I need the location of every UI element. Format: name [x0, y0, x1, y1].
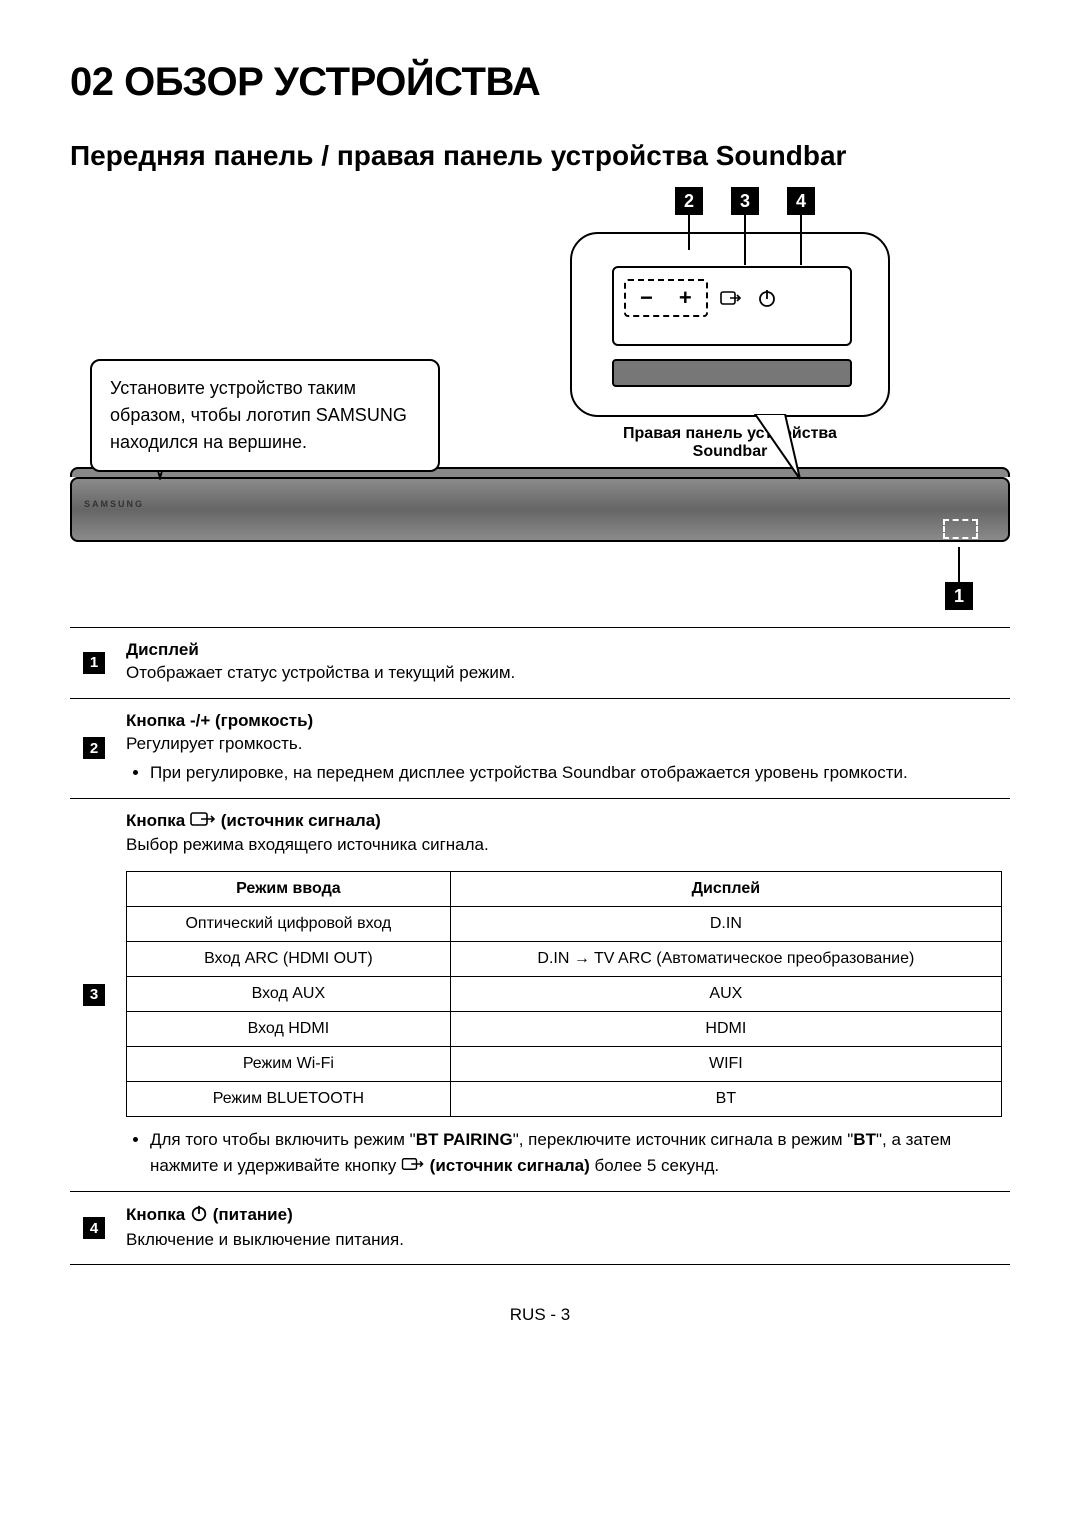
table-row: 4 Кнопка (питание) Включение и выключени… — [70, 1191, 1010, 1265]
table-row: 2 Кнопка -/+ (громкость) Регулирует гром… — [70, 698, 1010, 798]
item-title: Кнопка (источник сигнала) — [126, 811, 1002, 832]
callout-2: 2 — [675, 187, 703, 215]
title-suffix: (источник сигнала) — [221, 811, 381, 830]
cell: Режим BLUETOOTH — [127, 1082, 451, 1117]
mode-table: Режим ввода Дисплей Оптический цифровой … — [126, 871, 1002, 1117]
minus-icon: − — [640, 285, 653, 311]
mode-row: Режим BLUETOOTHBT — [127, 1082, 1002, 1117]
fp2: ", переключите источник сигнала в режим … — [513, 1130, 854, 1149]
subsection-heading: Передняя панель / правая панель устройст… — [70, 140, 1010, 172]
fb1: BT PAIRING — [416, 1130, 513, 1149]
bullet-item: При регулировке, на переднем дисплее уст… — [150, 760, 1002, 786]
bullet-list: При регулировке, на переднем дисплее уст… — [126, 760, 1002, 786]
power-icon — [754, 285, 780, 311]
section-heading: 02 ОБЗОР УСТРОЙСТВА — [70, 60, 1010, 105]
bullet-list: Для того чтобы включить режим "BT PAIRIN… — [126, 1127, 1002, 1179]
power-icon — [190, 1204, 208, 1227]
soundbar-illustration: SAMSUNG — [70, 477, 1010, 562]
item-title: Кнопка (питание) — [126, 1204, 1002, 1227]
section-number: 02 — [70, 60, 114, 104]
side-panel-illustration: − + — [570, 232, 890, 417]
mode-row: Режим Wi-FiWIFI — [127, 1047, 1002, 1082]
title-suffix: (питание) — [213, 1205, 293, 1224]
mode-row: Оптический цифровой входD.IN — [127, 907, 1002, 942]
side-panel-pointer — [750, 414, 810, 484]
cell: BT — [450, 1082, 1001, 1117]
installation-tooltip: Установите устройство таким образом, что… — [90, 359, 440, 472]
item-desc: Выбор режима входящего источника сигнала… — [126, 832, 1002, 858]
cell: D.IN → TV ARC (Автоматическое преобразов… — [450, 942, 1001, 977]
side-panel-label: Правая панель устройства Soundbar — [600, 425, 860, 461]
panel-base — [612, 359, 852, 387]
table-row: 3 Кнопка (источник сигнала) Выбор режима… — [70, 798, 1010, 1191]
mode-row: Вход AUXAUX — [127, 977, 1002, 1012]
section-title: ОБЗОР УСТРОЙСТВА — [124, 60, 540, 104]
title-prefix: Кнопка — [126, 811, 185, 830]
row-num: 2 — [83, 737, 105, 759]
item-desc: Включение и выключение питания. — [126, 1227, 1002, 1253]
row-num: 1 — [83, 652, 105, 674]
mode-table-header: Режим ввода Дисплей — [127, 872, 1002, 907]
source-icon — [718, 285, 744, 311]
callout-1: 1 — [945, 582, 973, 610]
item-desc: Регулирует громкость. — [126, 731, 1002, 757]
cell: AUX — [450, 977, 1001, 1012]
cell: D.IN — [450, 907, 1001, 942]
fb2: BT — [853, 1130, 876, 1149]
item-desc: Отображает статус устройства и текущий р… — [126, 660, 1002, 686]
top-callouts: 2 3 4 — [675, 187, 815, 215]
title-prefix: Кнопка — [126, 1205, 185, 1224]
buttons-row: − + — [624, 279, 780, 317]
cell: Вход ARC (HDMI OUT) — [127, 942, 451, 977]
item-title: Дисплей — [126, 640, 1002, 660]
device-diagram: 2 3 4 − + Правая панель устройства Sound… — [70, 187, 1010, 607]
callout-4: 4 — [787, 187, 815, 215]
callout-line — [958, 547, 960, 582]
callout-3: 3 — [731, 187, 759, 215]
fp4: более 5 секунд. — [590, 1156, 719, 1175]
page-footer: RUS - 3 — [70, 1305, 1010, 1325]
volume-buttons: − + — [624, 279, 708, 317]
col-header: Дисплей — [450, 872, 1001, 907]
item-title: Кнопка -/+ (громкость) — [126, 711, 1002, 731]
table-row: 1 Дисплей Отображает статус устройства и… — [70, 628, 1010, 699]
source-icon — [190, 811, 216, 832]
soundbar-body: SAMSUNG — [70, 477, 1010, 542]
cell: Вход AUX — [127, 977, 451, 1012]
source-icon — [401, 1153, 425, 1179]
cell: Оптический цифровой вход — [127, 907, 451, 942]
fb3: (источник сигнала) — [430, 1156, 590, 1175]
callout-1-container: 1 — [945, 582, 973, 610]
samsung-logo: SAMSUNG — [84, 499, 144, 509]
cell: WIFI — [450, 1047, 1001, 1082]
mode-row: Вход HDMIHDMI — [127, 1012, 1002, 1047]
bullet-item: Для того чтобы включить режим "BT PAIRIN… — [150, 1127, 1002, 1179]
cell: HDMI — [450, 1012, 1001, 1047]
details-table: 1 Дисплей Отображает статус устройства и… — [70, 627, 1010, 1265]
col-header: Режим ввода — [127, 872, 451, 907]
row-num: 4 — [83, 1217, 105, 1239]
fp1: Для того чтобы включить режим " — [150, 1130, 416, 1149]
cell: Вход HDMI — [127, 1012, 451, 1047]
row-num: 3 — [83, 984, 105, 1006]
plus-icon: + — [679, 285, 692, 311]
display-marker — [943, 519, 978, 539]
cell: Режим Wi-Fi — [127, 1047, 451, 1082]
mode-row: Вход ARC (HDMI OUT)D.IN → TV ARC (Автома… — [127, 942, 1002, 977]
